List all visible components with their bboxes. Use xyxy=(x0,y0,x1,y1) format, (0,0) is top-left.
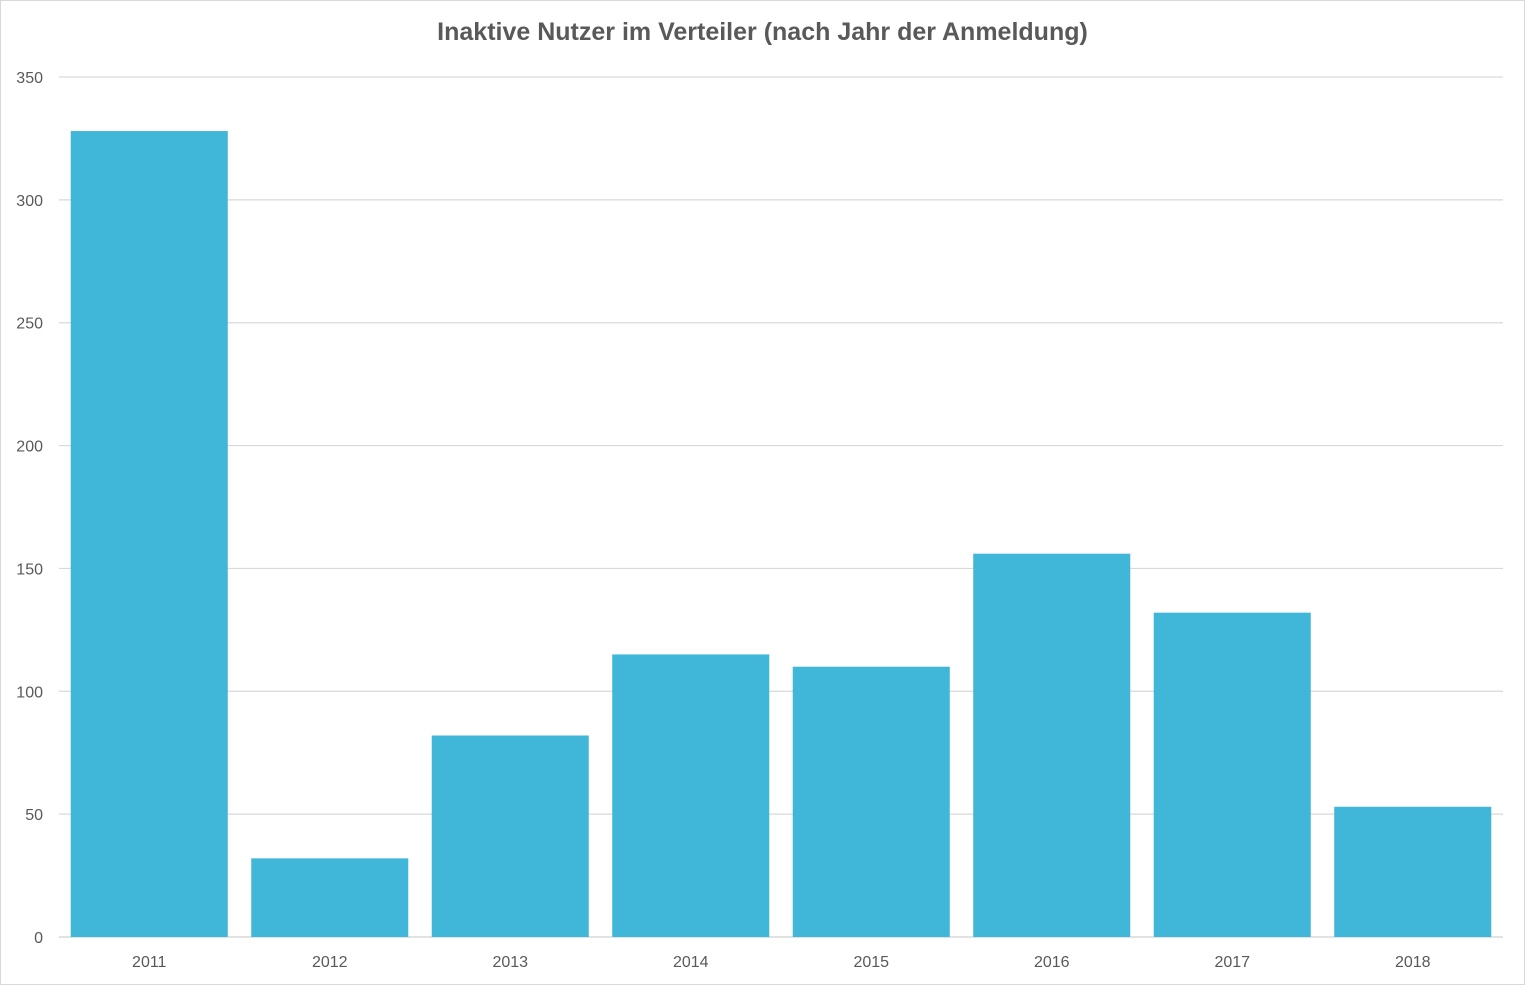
x-tick-label: 2014 xyxy=(673,954,709,971)
bar-2018 xyxy=(1334,806,1492,937)
x-tick-label: 2011 xyxy=(132,954,167,971)
x-tick-label: 2013 xyxy=(492,954,528,971)
x-tick-label: 2012 xyxy=(312,954,348,971)
y-tick-label: 150 xyxy=(16,561,43,578)
x-tick-label: 2016 xyxy=(1034,954,1070,971)
bar-2015 xyxy=(792,666,950,937)
y-tick-label: 300 xyxy=(16,193,43,210)
chart-title: Inaktive Nutzer im Verteiler (nach Jahr … xyxy=(437,18,1088,46)
y-tick-label: 250 xyxy=(16,316,43,333)
y-tick-label: 350 xyxy=(16,70,43,87)
bar-2012 xyxy=(251,858,409,937)
x-tick-label: 2015 xyxy=(853,954,889,971)
y-tick-label: 100 xyxy=(16,684,43,701)
x-tick-label: 2018 xyxy=(1395,954,1431,971)
bar-2013 xyxy=(431,735,589,937)
bar-2016 xyxy=(973,553,1131,937)
y-axis-ticks: 0 50 100 150 200 250 300 350 xyxy=(16,70,43,947)
y-tick-label: 0 xyxy=(34,930,43,947)
y-tick-label: 50 xyxy=(25,807,43,824)
bar-2014 xyxy=(612,654,770,937)
bar-2017 xyxy=(1153,612,1311,937)
x-tick-label: 2017 xyxy=(1214,954,1250,971)
bars xyxy=(70,131,1492,938)
bar-2011 xyxy=(70,131,228,938)
y-tick-label: 200 xyxy=(16,439,43,456)
x-axis-ticks: 2011 2012 2013 2014 2015 2016 2017 2018 xyxy=(132,954,1431,971)
